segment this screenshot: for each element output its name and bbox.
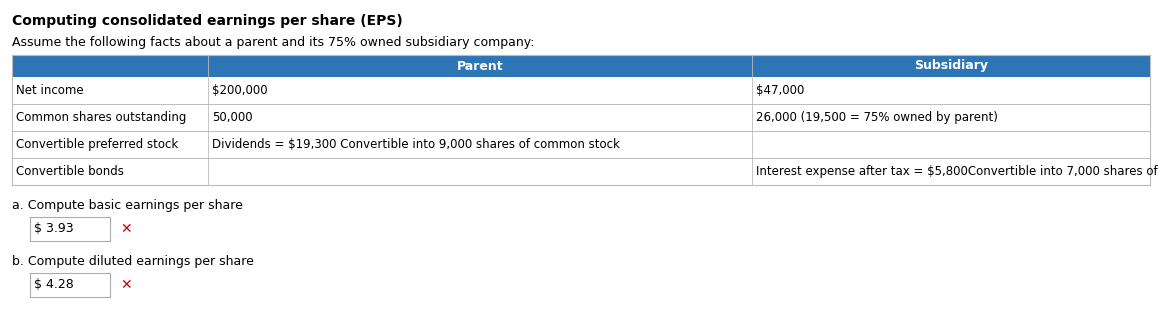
Text: Interest expense after tax = $5,800Convertible into 7,000 shares of common stock: Interest expense after tax = $5,800Conve… <box>755 165 1162 178</box>
Text: Assume the following facts about a parent and its 75% owned subsidiary company:: Assume the following facts about a paren… <box>12 36 535 49</box>
Text: ✕: ✕ <box>120 278 131 292</box>
Text: Convertible bonds: Convertible bonds <box>16 165 124 178</box>
Text: $200,000: $200,000 <box>211 84 267 97</box>
Text: 26,000 (19,500 = 75% owned by parent): 26,000 (19,500 = 75% owned by parent) <box>755 111 997 124</box>
Text: 50,000: 50,000 <box>211 111 252 124</box>
Text: ✕: ✕ <box>120 222 131 236</box>
Text: $ 4.28: $ 4.28 <box>34 278 73 292</box>
Text: b. Compute diluted earnings per share: b. Compute diluted earnings per share <box>12 255 253 268</box>
Text: Computing consolidated earnings per share (EPS): Computing consolidated earnings per shar… <box>12 14 403 28</box>
FancyBboxPatch shape <box>30 273 110 297</box>
Text: Dividends = $19,300 Convertible into 9,000 shares of common stock: Dividends = $19,300 Convertible into 9,0… <box>211 138 619 151</box>
Text: Net income: Net income <box>16 84 84 97</box>
Text: Convertible preferred stock: Convertible preferred stock <box>16 138 178 151</box>
Text: Subsidiary: Subsidiary <box>913 60 988 72</box>
Text: Common shares outstanding: Common shares outstanding <box>16 111 186 124</box>
FancyBboxPatch shape <box>12 77 1150 104</box>
FancyBboxPatch shape <box>30 217 110 241</box>
Text: $ 3.93: $ 3.93 <box>34 222 73 235</box>
FancyBboxPatch shape <box>12 158 1150 185</box>
FancyBboxPatch shape <box>12 55 1150 77</box>
FancyBboxPatch shape <box>12 104 1150 131</box>
Text: Parent: Parent <box>457 60 503 72</box>
FancyBboxPatch shape <box>12 131 1150 158</box>
Text: a. Compute basic earnings per share: a. Compute basic earnings per share <box>12 199 243 212</box>
Text: $47,000: $47,000 <box>755 84 804 97</box>
